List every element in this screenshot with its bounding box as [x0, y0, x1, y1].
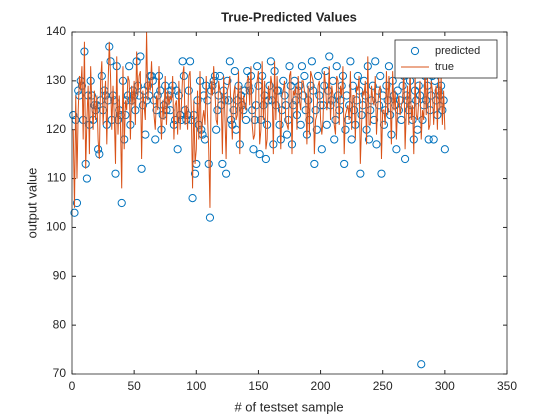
predicted-marker [72, 198, 82, 208]
predicted-marker [137, 164, 146, 173]
predicted-marker [325, 52, 334, 61]
predicted-marker [300, 71, 309, 81]
predicted-marker [392, 145, 401, 154]
predicted-marker [249, 145, 258, 154]
predicted-marker [307, 57, 316, 66]
predicted-marker [111, 169, 120, 178]
predicted-marker [384, 62, 394, 71]
predicted-marker [224, 96, 233, 105]
predicted-marker [279, 76, 288, 85]
predicted-marker [440, 145, 449, 154]
predicted-marker [117, 198, 126, 208]
predicted-marker [317, 145, 326, 154]
predicted-marker [353, 71, 362, 81]
y-tick-label: 110 [47, 171, 66, 185]
predicted-marker [261, 154, 270, 164]
x-tick-label: 200 [311, 379, 331, 393]
predicted-marker [265, 81, 274, 90]
x-tick-label: 50 [127, 379, 141, 393]
predicted-marker [379, 120, 389, 129]
legend: predicted true [394, 39, 498, 79]
y-tick-label: 90 [53, 268, 67, 282]
predicted-marker [330, 135, 339, 144]
predicted-marker [393, 86, 402, 95]
predicted-marker [282, 130, 292, 139]
predicted-marker [371, 57, 380, 66]
predicted-marker [173, 145, 182, 154]
y-tick-label: 100 [46, 220, 66, 234]
predicted-marker [311, 106, 320, 115]
x-tick-label: 100 [186, 379, 206, 393]
predicted-marker [182, 115, 191, 125]
x-axis-label: # of testset sample [234, 399, 343, 414]
predicted-marker [372, 140, 381, 149]
predicted-marker [222, 169, 231, 178]
chart-title: True-Predicted Values [221, 9, 357, 24]
x-tick-label: 300 [435, 379, 455, 393]
predicted-marker [400, 154, 410, 164]
predicted-marker [364, 135, 374, 144]
predicted-marker [239, 106, 248, 115]
predicted-marker [212, 125, 221, 134]
predicted-marker [285, 62, 294, 71]
y-tick-label: 140 [46, 24, 66, 38]
predicted-marker [312, 125, 321, 134]
legend-label: predicted [435, 45, 480, 57]
predicted-marker [188, 194, 197, 203]
true-line [72, 31, 446, 208]
legend-box [394, 39, 498, 79]
predicted-marker [310, 159, 319, 169]
axes-box [71, 31, 508, 375]
predicted-marker [185, 57, 195, 66]
x-tick-label: 150 [248, 379, 268, 393]
predicted-marker [377, 169, 386, 178]
y-tick-label: 120 [46, 122, 66, 136]
predicted-marker [356, 169, 365, 178]
predicted-marker [210, 71, 220, 81]
predicted-marker [332, 62, 341, 71]
predicted-marker [429, 135, 438, 144]
predicted-marker [205, 213, 215, 222]
predicted-marker [69, 110, 78, 120]
y-axis-label: output value [24, 168, 39, 239]
predicted-marker [253, 62, 262, 71]
predicted-marker [346, 57, 355, 66]
predicted-marker [255, 150, 264, 159]
predicted-marker [322, 120, 331, 129]
x-tick-label: 350 [497, 379, 517, 393]
predicted-marker [424, 135, 433, 144]
predicted-marker [417, 360, 426, 369]
y-tick-label: 80 [53, 317, 67, 331]
legend-label: true [435, 61, 454, 73]
x-tick-label: 0 [69, 379, 76, 393]
legend-marker [410, 46, 420, 56]
predicted-marker [82, 174, 92, 183]
predicted-marker [70, 208, 79, 217]
y-tick-label: 70 [53, 366, 67, 380]
predicted-marker [368, 81, 377, 90]
predicted-marker [313, 71, 323, 81]
predicted-marker [218, 159, 227, 169]
x-tick-label: 250 [373, 379, 393, 393]
predicted-marker [125, 62, 134, 71]
predicted-marker [297, 62, 307, 71]
predicted-marker [225, 57, 234, 66]
predicted-marker [190, 169, 200, 178]
predicted-marker [340, 159, 349, 169]
predicted-marker [376, 71, 385, 81]
predicted-marker [151, 135, 160, 144]
y-tick-label: 130 [46, 73, 66, 87]
